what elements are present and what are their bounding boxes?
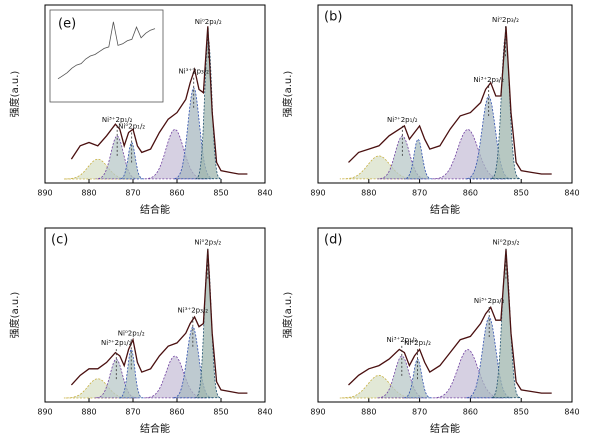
x-tick-label: 850 bbox=[514, 408, 529, 417]
fit-peak bbox=[377, 135, 428, 180]
fit-peak bbox=[172, 325, 213, 399]
fit-peak bbox=[173, 86, 214, 180]
peak-label: Ni⁰2p₃/₂ bbox=[492, 16, 519, 24]
x-tick-label: 890 bbox=[310, 189, 325, 198]
x-tick-label: 880 bbox=[81, 408, 96, 417]
fit-peak bbox=[491, 36, 520, 180]
x-tick-label: 880 bbox=[361, 189, 376, 198]
spectrum bbox=[70, 248, 248, 394]
peak-label: Ni³⁺2p₃/₂ bbox=[474, 297, 505, 305]
y-axis-label: 强度(a.u.) bbox=[8, 71, 21, 118]
peak-label: Ni⁰2p₁/₂ bbox=[118, 329, 145, 337]
panel-label: (c) bbox=[51, 233, 68, 248]
x-axis-label: 结合能 bbox=[430, 422, 460, 435]
peak-label: Ni³⁺2p₁/₂ bbox=[101, 339, 132, 347]
plot-frame bbox=[44, 4, 266, 184]
plot-frame bbox=[317, 227, 573, 403]
peak-label: Ni⁰2p₃/₂ bbox=[194, 239, 221, 247]
x-axis-label: 结合能 bbox=[140, 203, 170, 216]
x-tick-label: 850 bbox=[213, 189, 228, 198]
fit-peak bbox=[195, 37, 221, 180]
peak-label: Ni⁰2p₃/₂ bbox=[493, 239, 520, 247]
peak-label: Ni³⁺2p₃/₂ bbox=[473, 76, 504, 84]
peak-label: Ni³⁺2p₁/₂ bbox=[387, 336, 418, 344]
inset-frame bbox=[49, 9, 164, 103]
peak-label: Ni³⁺2p₁/₂ bbox=[387, 116, 418, 124]
fit-peak bbox=[432, 128, 504, 180]
peak-label: Ni³⁺2p₃/₂ bbox=[178, 68, 209, 76]
peak-label: Ni³⁺2p₃/₂ bbox=[178, 307, 209, 315]
plot-frame bbox=[44, 227, 266, 403]
x-tick-label: 840 bbox=[564, 189, 579, 198]
x-tick-label: 870 bbox=[125, 189, 140, 198]
x-axis-label: 结合能 bbox=[140, 422, 170, 435]
x-tick-label: 860 bbox=[463, 408, 478, 417]
peak-label: Ni⁰2p₁/₂ bbox=[118, 122, 145, 130]
x-tick-label: 850 bbox=[213, 408, 228, 417]
x-tick-label: 890 bbox=[310, 408, 325, 417]
fit-peak bbox=[195, 258, 221, 399]
x-tick-label: 880 bbox=[361, 408, 376, 417]
panel-label: (d) bbox=[324, 233, 342, 248]
x-tick-label: 870 bbox=[125, 408, 140, 417]
x-tick-label: 860 bbox=[463, 189, 478, 198]
fit-peak bbox=[491, 258, 521, 399]
y-axis-label: 强度(a.u.) bbox=[8, 292, 21, 339]
fit-peak bbox=[432, 348, 504, 399]
x-tick-label: 840 bbox=[257, 408, 272, 417]
fit-peak bbox=[376, 355, 427, 399]
fit-peak bbox=[466, 316, 513, 399]
y-axis-label: 强度(a.u.) bbox=[281, 71, 294, 118]
fit-peak bbox=[403, 138, 433, 180]
fit-peak bbox=[118, 348, 144, 399]
y-axis-label: 强度(a.u.) bbox=[281, 292, 294, 339]
x-tick-label: 840 bbox=[257, 189, 272, 198]
peak-label: Ni⁰2p₃/₂ bbox=[195, 18, 222, 26]
spectrum bbox=[70, 26, 248, 175]
spectrum bbox=[348, 248, 552, 394]
x-tick-label: 870 bbox=[412, 408, 427, 417]
peak-label: Ni³⁺2p₁/₂ bbox=[102, 116, 133, 124]
x-tick-label: 890 bbox=[37, 408, 52, 417]
x-tick-label: 880 bbox=[81, 189, 96, 198]
x-tick-label: 860 bbox=[169, 408, 184, 417]
x-tick-label: 850 bbox=[514, 189, 529, 198]
x-tick-label: 860 bbox=[169, 189, 184, 198]
x-tick-label: 890 bbox=[37, 189, 52, 198]
fit-peak bbox=[339, 155, 419, 180]
x-tick-label: 840 bbox=[564, 408, 579, 417]
peak-label: Ni⁰2p₁/₂ bbox=[404, 339, 431, 347]
plot-frame bbox=[317, 4, 573, 184]
x-tick-label: 870 bbox=[412, 189, 427, 198]
fit-peak bbox=[339, 374, 419, 399]
spectrum bbox=[348, 26, 552, 175]
panel-label: (b) bbox=[324, 10, 342, 25]
x-axis-label: 结合能 bbox=[430, 203, 460, 216]
inset-label: (e) bbox=[58, 17, 76, 32]
inset-spectrum bbox=[57, 21, 156, 80]
